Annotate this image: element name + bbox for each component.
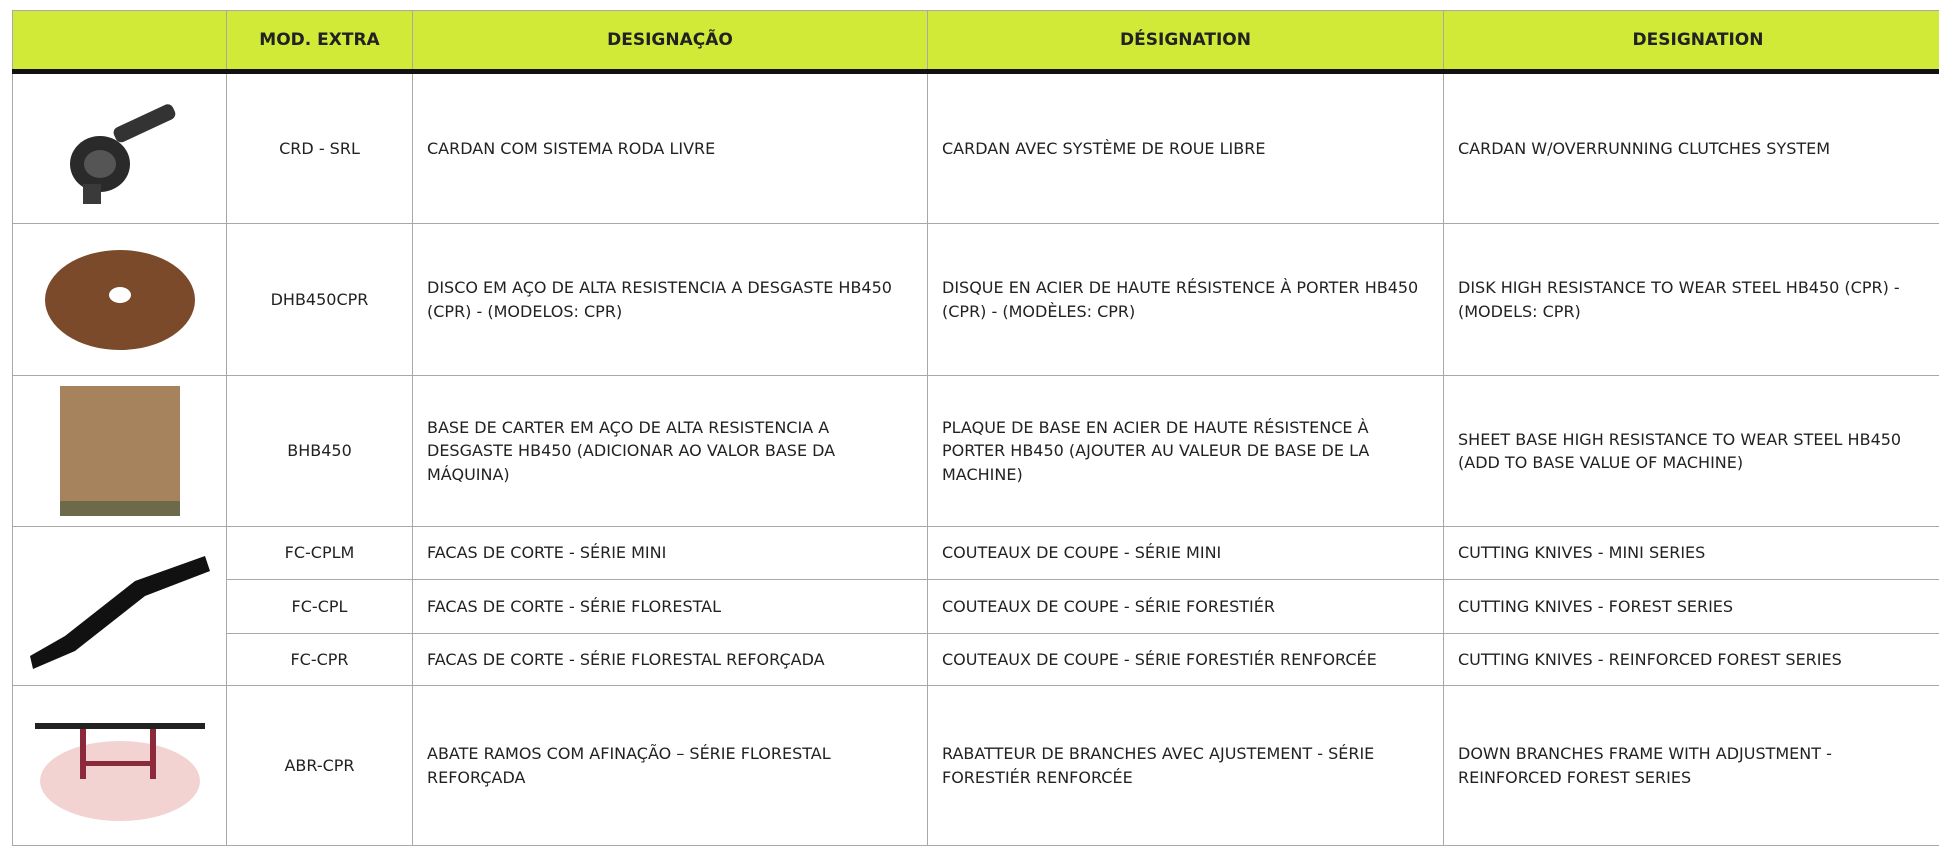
en-cell: CUTTING KNIVES - MINI SERIES	[1444, 527, 1939, 580]
fr-cell: DISQUE EN ACIER DE HAUTE RÉSISTENCE À PO…	[928, 224, 1444, 376]
en-cell: DOWN BRANCHES FRAME WITH ADJUSTMENT - RE…	[1444, 686, 1939, 846]
disk-image	[40, 245, 200, 355]
fr-cell: COUTEAUX DE COUPE - SÉRIE FORESTIÉR RENF…	[928, 634, 1444, 686]
row: BHB450 BASE DE CARTER EM AÇO DE ALTA RES…	[13, 376, 1939, 527]
row: FC-CPL FACAS DE CORTE - SÉRIE FLORESTAL …	[13, 580, 1939, 634]
image-cell	[13, 527, 227, 686]
pt-cell: FACAS DE CORTE - SÉRIE MINI	[413, 527, 928, 580]
code-cell: FC-CPLM	[227, 527, 413, 580]
plate-image	[55, 381, 185, 521]
header-cell: MOD. EXTRA	[227, 11, 413, 72]
image-cell	[13, 72, 227, 224]
header-cell	[13, 11, 227, 72]
en-cell: CUTTING KNIVES - FOREST SERIES	[1444, 580, 1939, 634]
cardan-image	[45, 89, 195, 209]
header-cell: DESIGNATION	[1444, 11, 1939, 72]
pt-cell: CARDAN COM SISTEMA RODA LIVRE	[413, 72, 928, 224]
header-cell: DÉSIGNATION	[928, 11, 1444, 72]
pt-cell: ABATE RAMOS COM AFINAÇÃO – SÉRIE FLOREST…	[413, 686, 928, 846]
pt-cell: FACAS DE CORTE - SÉRIE FLORESTAL	[413, 580, 928, 634]
en-cell: CUTTING KNIVES - REINFORCED FOREST SERIE…	[1444, 634, 1939, 686]
header-row: MOD. EXTRA DESIGNAÇÃO DÉSIGNATION DESIGN…	[13, 11, 1939, 72]
row: FC-CPLM FACAS DE CORTE - SÉRIE MINI COUT…	[13, 527, 1939, 580]
fr-cell: PLAQUE DE BASE EN ACIER DE HAUTE RÉSISTE…	[928, 376, 1444, 527]
pt-cell: BASE DE CARTER EM AÇO DE ALTA RESISTENCI…	[413, 376, 928, 527]
code-cell: FC-CPL	[227, 580, 413, 634]
fr-cell: CARDAN AVEC SYSTÈME DE ROUE LIBRE	[928, 72, 1444, 224]
fr-cell: RABATTEUR DE BRANCHES AVEC AJUSTEMENT - …	[928, 686, 1444, 846]
en-cell: DISK HIGH RESISTANCE TO WEAR STEEL HB450…	[1444, 224, 1939, 376]
frame-image	[25, 701, 215, 831]
image-cell	[13, 376, 227, 527]
en-cell: CARDAN W/OVERRUNNING CLUTCHES SYSTEM	[1444, 72, 1939, 224]
extras-table: MOD. EXTRA DESIGNAÇÃO DÉSIGNATION DESIGN…	[12, 10, 1939, 846]
code-cell: BHB450	[227, 376, 413, 527]
en-cell: SHEET BASE HIGH RESISTANCE TO WEAR STEEL…	[1444, 376, 1939, 527]
row: CRD - SRL CARDAN COM SISTEMA RODA LIVRE …	[13, 72, 1939, 224]
fr-cell: COUTEAUX DE COUPE - SÉRIE MINI	[928, 527, 1444, 580]
pt-cell: DISCO EM AÇO DE ALTA RESISTENCIA A DESGA…	[413, 224, 928, 376]
row: DHB450CPR DISCO EM AÇO DE ALTA RESISTENC…	[13, 224, 1939, 376]
row: ABR-CPR ABATE RAMOS COM AFINAÇÃO – SÉRIE…	[13, 686, 1939, 846]
header-cell: DESIGNAÇÃO	[413, 11, 928, 72]
code-cell: FC-CPR	[227, 634, 413, 686]
code-cell: DHB450CPR	[227, 224, 413, 376]
fr-cell: COUTEAUX DE COUPE - SÉRIE FORESTIÉR	[928, 580, 1444, 634]
image-cell	[13, 686, 227, 846]
code-cell: ABR-CPR	[227, 686, 413, 846]
knife-image	[25, 541, 215, 671]
image-cell	[13, 224, 227, 376]
pt-cell: FACAS DE CORTE - SÉRIE FLORESTAL REFORÇA…	[413, 634, 928, 686]
code-cell: CRD - SRL	[227, 72, 413, 224]
row: FC-CPR FACAS DE CORTE - SÉRIE FLORESTAL …	[13, 634, 1939, 686]
